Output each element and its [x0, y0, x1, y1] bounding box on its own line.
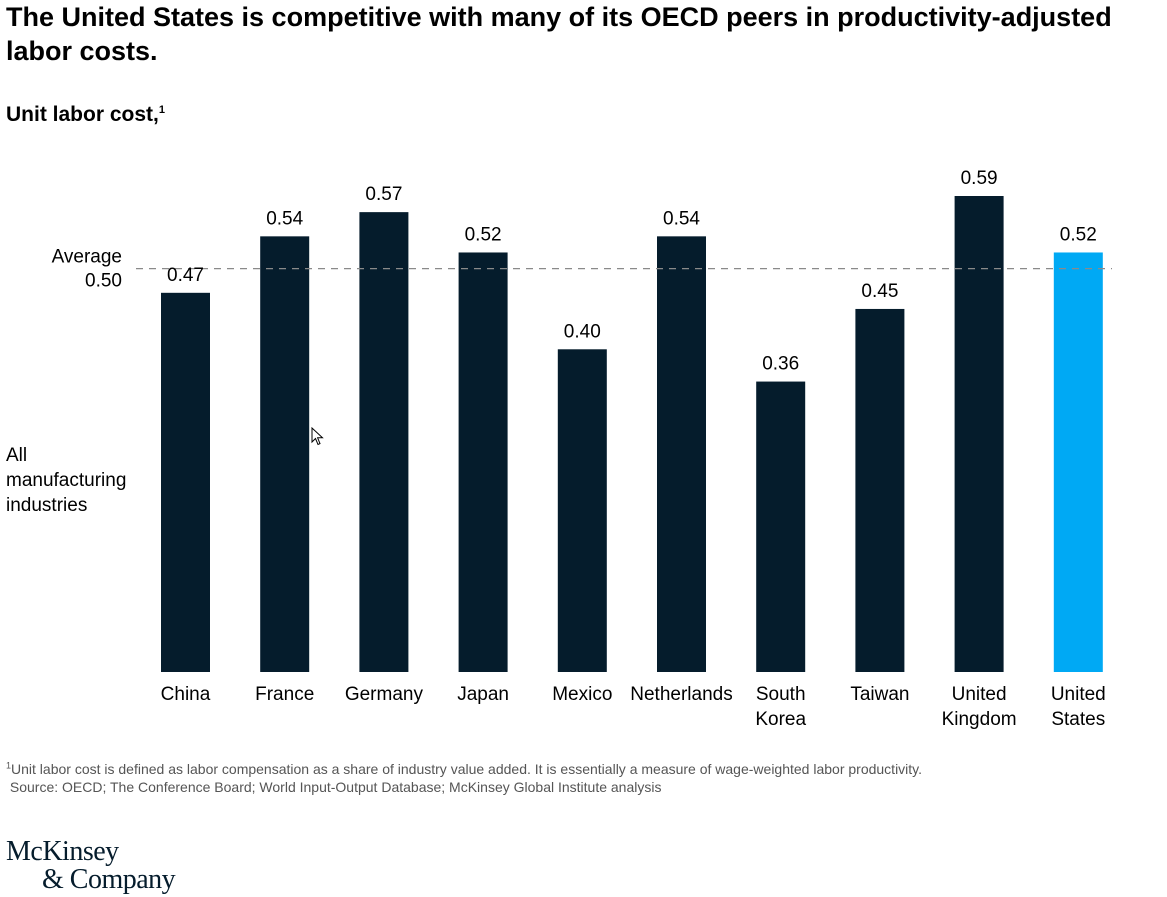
value-label: 0.52: [465, 224, 502, 245]
category-label-line: China: [161, 684, 211, 705]
bar-united-kingdom: [954, 196, 1004, 672]
category-label: France: [255, 684, 314, 705]
category-label-line: United: [1051, 684, 1106, 705]
logo-line-2: & Company: [42, 864, 176, 895]
row-label-text: All manufacturing industries: [6, 445, 126, 516]
value-label: 0.45: [861, 281, 898, 302]
value-label: 0.57: [365, 184, 402, 205]
category-label-line: France: [255, 684, 314, 705]
footnote-marker: 1: [6, 760, 12, 771]
category-label-line: Taiwan: [850, 684, 909, 705]
row-label: All manufacturing industries: [6, 445, 126, 516]
category-label-line: States: [1051, 709, 1105, 730]
bar-mexico: [557, 349, 607, 672]
bars: [161, 196, 1103, 672]
category-label: Japan: [457, 684, 509, 705]
category-label-line: Korea: [755, 709, 806, 730]
category-label: Taiwan: [850, 684, 909, 705]
value-label: 0.59: [961, 168, 998, 189]
category-label-line: Mexico: [552, 684, 612, 705]
category-labels: China France Germany Japan Mexico Netherlands…: [161, 684, 1106, 730]
footnote-line-2: Source: OECD; The Conference Board; Worl…: [6, 778, 1156, 796]
footnote: 1Unit labor cost is defined as labor com…: [6, 760, 1156, 796]
row-label-line: industries: [6, 495, 87, 516]
row-label-line: All: [6, 445, 27, 466]
value-label: 0.54: [663, 208, 700, 229]
bar-france: [260, 236, 310, 672]
bar-south-korea: [756, 381, 806, 672]
category-label: South Korea: [755, 684, 806, 730]
logo-line-1: McKinsey: [6, 836, 119, 867]
category-label-line: Netherlands: [630, 684, 732, 705]
chart-subtitle: Unit labor cost,1: [6, 101, 165, 129]
bar-china: [161, 292, 210, 672]
subtitle-footnote-marker: 1: [158, 104, 165, 116]
category-label-line: Germany: [345, 684, 424, 705]
chart-title: The United States is competitive with ma…: [6, 2, 1112, 66]
value-label: 0.52: [1060, 224, 1097, 245]
category-label-line: Japan: [457, 684, 509, 705]
bar-chart: All manufacturing industries Average 0.50 0…: [6, 168, 1112, 730]
subtitle-text: Unit labor cost,: [6, 103, 159, 126]
bar-japan: [458, 252, 508, 672]
bar-taiwan: [855, 308, 905, 672]
footnote-line-1: 1Unit labor cost is defined as labor com…: [6, 760, 1156, 778]
category-label: China: [161, 684, 211, 705]
value-label: 0.36: [762, 354, 799, 375]
average-label: Average: [52, 247, 122, 268]
category-label: United States: [1051, 684, 1106, 730]
mckinsey-logo: McKinsey & Company: [6, 836, 176, 895]
category-label-line: Kingdom: [942, 709, 1017, 730]
mouse-pointer-icon: [311, 427, 324, 446]
bar-netherlands: [657, 236, 706, 672]
value-label: 0.40: [564, 321, 601, 342]
average-line-group: Average 0.50: [52, 247, 1112, 292]
category-label: Mexico: [552, 684, 612, 705]
bar-united-states: [1053, 252, 1103, 672]
category-label: United Kingdom: [942, 684, 1017, 730]
footnote-source: Source: OECD; The Conference Board; Worl…: [9, 779, 662, 795]
category-label: Germany: [345, 684, 424, 705]
value-label: 0.54: [266, 208, 303, 229]
average-value-label: 0.50: [85, 271, 122, 292]
row-label-line: manufacturing: [6, 470, 126, 491]
footnote-definition: Unit labor cost is defined as labor comp…: [11, 761, 923, 777]
category-label-line: United: [952, 684, 1007, 705]
category-label: Netherlands: [630, 684, 732, 705]
category-label-line: South: [756, 684, 806, 705]
value-labels: 0.47 0.54 0.57 0.52 0.40 0.54 0.36 0.45 0.59 0.52: [167, 168, 1097, 375]
value-label: 0.47: [167, 265, 204, 286]
bar-germany: [359, 212, 409, 672]
